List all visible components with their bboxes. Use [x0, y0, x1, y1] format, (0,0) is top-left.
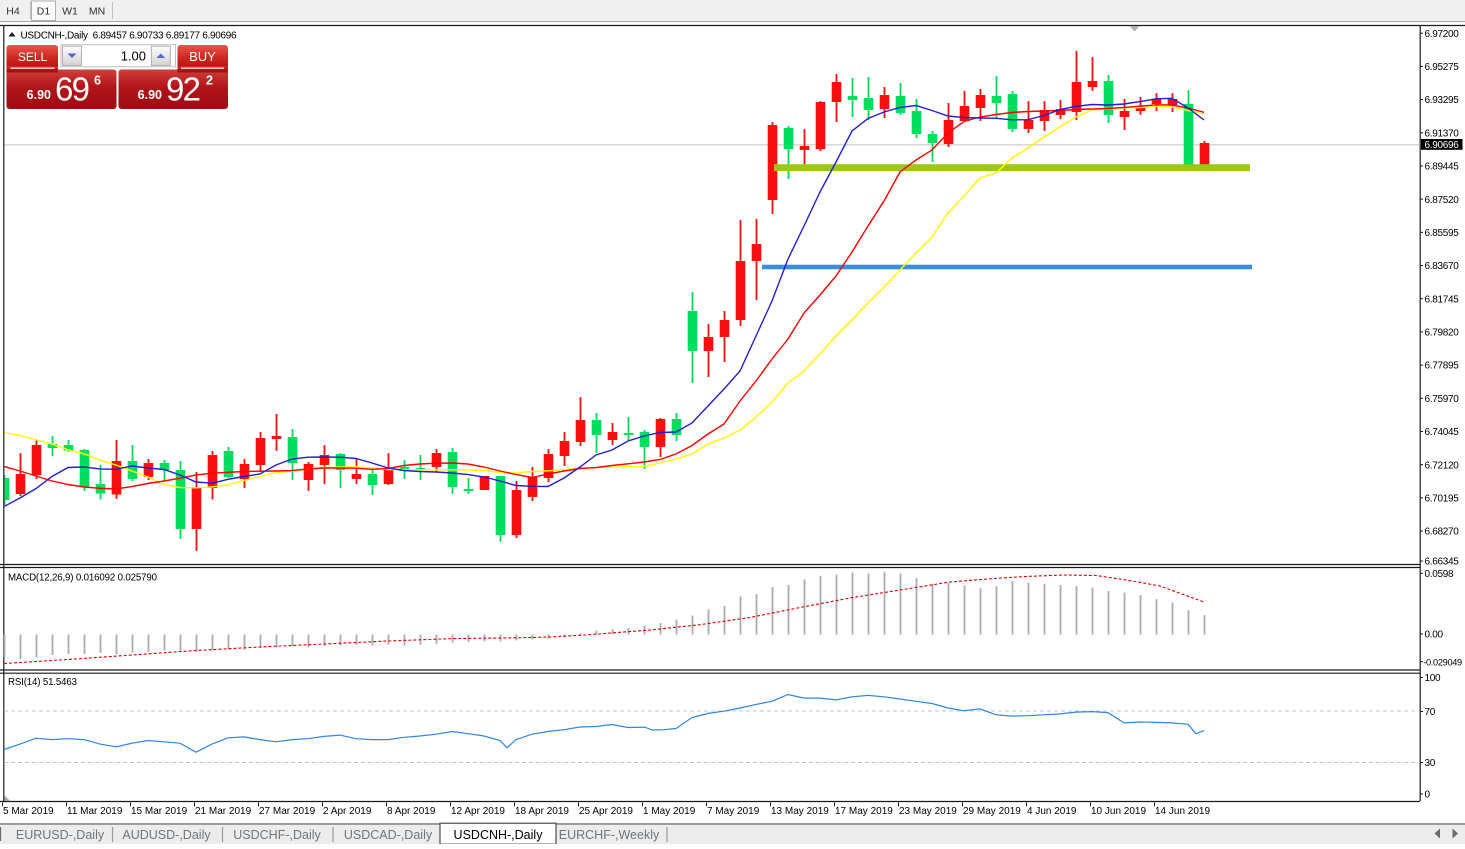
svg-text:H4: H4: [6, 6, 20, 18]
svg-text:4 Jun 2019: 4 Jun 2019: [1027, 806, 1077, 817]
svg-text:17 May 2019: 17 May 2019: [835, 806, 893, 817]
svg-text:6.75970: 6.75970: [1425, 394, 1460, 405]
svg-text:6.72120: 6.72120: [1425, 460, 1460, 471]
svg-text:6.89445: 6.89445: [1425, 162, 1460, 173]
svg-text:7 May 2019: 7 May 2019: [707, 806, 760, 817]
svg-text:6.90696: 6.90696: [1425, 140, 1460, 151]
svg-text:18 Apr 2019: 18 Apr 2019: [515, 806, 569, 817]
svg-text:11 Mar 2019: 11 Mar 2019: [67, 806, 123, 817]
svg-text:10 Jun 2019: 10 Jun 2019: [1091, 806, 1146, 817]
svg-text:0: 0: [1425, 790, 1431, 801]
svg-text:0.0598: 0.0598: [1425, 569, 1455, 580]
svg-text:1.00: 1.00: [121, 49, 146, 64]
svg-text:8 Apr 2019: 8 Apr 2019: [387, 806, 436, 817]
svg-text:29 May 2019: 29 May 2019: [963, 806, 1021, 817]
svg-text:AUDUSD-,Daily: AUDUSD-,Daily: [122, 828, 211, 842]
svg-text:1 May 2019: 1 May 2019: [643, 806, 696, 817]
svg-text:USDCNH-,Daily: USDCNH-,Daily: [454, 828, 544, 842]
svg-text:EURUSD-,Daily: EURUSD-,Daily: [16, 828, 105, 842]
svg-text:-0.029049: -0.029049: [1423, 657, 1462, 667]
svg-text:6.87520: 6.87520: [1425, 195, 1460, 206]
svg-text:6.93295: 6.93295: [1425, 95, 1460, 106]
svg-text:92: 92: [166, 71, 201, 108]
svg-text:6.77895: 6.77895: [1425, 361, 1460, 372]
svg-text:USDCHF-,Daily: USDCHF-,Daily: [233, 828, 321, 842]
svg-text:6.81745: 6.81745: [1425, 294, 1460, 305]
svg-text:5 Mar 2019: 5 Mar 2019: [3, 806, 54, 817]
svg-text:2 Apr 2019: 2 Apr 2019: [323, 806, 372, 817]
svg-text:D1: D1: [37, 6, 51, 18]
svg-text:USDCNH-,Daily 6.89457 6.90733: USDCNH-,Daily 6.89457 6.90733 6.89177 6.…: [21, 30, 238, 41]
svg-text:BUY: BUY: [189, 49, 216, 64]
svg-text:6.91370: 6.91370: [1425, 128, 1460, 139]
svg-text:6.74045: 6.74045: [1425, 427, 1460, 438]
svg-text:6.95275: 6.95275: [1425, 62, 1460, 73]
svg-text:25 Apr 2019: 25 Apr 2019: [579, 806, 633, 817]
svg-text:15 Mar 2019: 15 Mar 2019: [131, 806, 188, 817]
svg-text:RSI(14) 51.5463: RSI(14) 51.5463: [8, 677, 77, 688]
svg-text:12 Apr 2019: 12 Apr 2019: [451, 806, 505, 817]
svg-text:69: 69: [55, 71, 90, 108]
svg-text:6.66345: 6.66345: [1425, 557, 1460, 568]
svg-text:21 Mar 2019: 21 Mar 2019: [195, 806, 252, 817]
svg-text:MN: MN: [89, 6, 105, 18]
svg-text:6.70195: 6.70195: [1425, 493, 1460, 504]
svg-text:0.00: 0.00: [1425, 630, 1444, 641]
svg-text:100: 100: [1425, 673, 1442, 684]
svg-text:70: 70: [1425, 707, 1436, 718]
svg-text:6.79820: 6.79820: [1425, 328, 1460, 339]
svg-text:14 Jun 2019: 14 Jun 2019: [1155, 806, 1210, 817]
svg-text:6.68270: 6.68270: [1425, 527, 1460, 538]
svg-text:SELL: SELL: [18, 50, 48, 64]
svg-text:EURCHF-,Weekly: EURCHF-,Weekly: [559, 828, 660, 842]
svg-text:6: 6: [94, 74, 101, 88]
svg-text:6.85595: 6.85595: [1425, 228, 1460, 239]
svg-text:27 Mar 2019: 27 Mar 2019: [259, 806, 316, 817]
svg-text:6.90: 6.90: [138, 88, 162, 102]
svg-text:6.90: 6.90: [27, 88, 51, 102]
svg-text:USDCAD-,Daily: USDCAD-,Daily: [344, 828, 433, 842]
svg-text:MACD(12,26,9) 0.016092 0.02579: MACD(12,26,9) 0.016092 0.025790: [8, 573, 158, 584]
svg-text:6.83670: 6.83670: [1425, 261, 1460, 272]
svg-text:6.97200: 6.97200: [1425, 29, 1460, 40]
svg-text:30: 30: [1425, 758, 1436, 769]
svg-text:13 May 2019: 13 May 2019: [771, 806, 829, 817]
svg-text:23 May 2019: 23 May 2019: [899, 806, 957, 817]
svg-text:W1: W1: [62, 6, 78, 18]
svg-text:2: 2: [206, 74, 213, 88]
